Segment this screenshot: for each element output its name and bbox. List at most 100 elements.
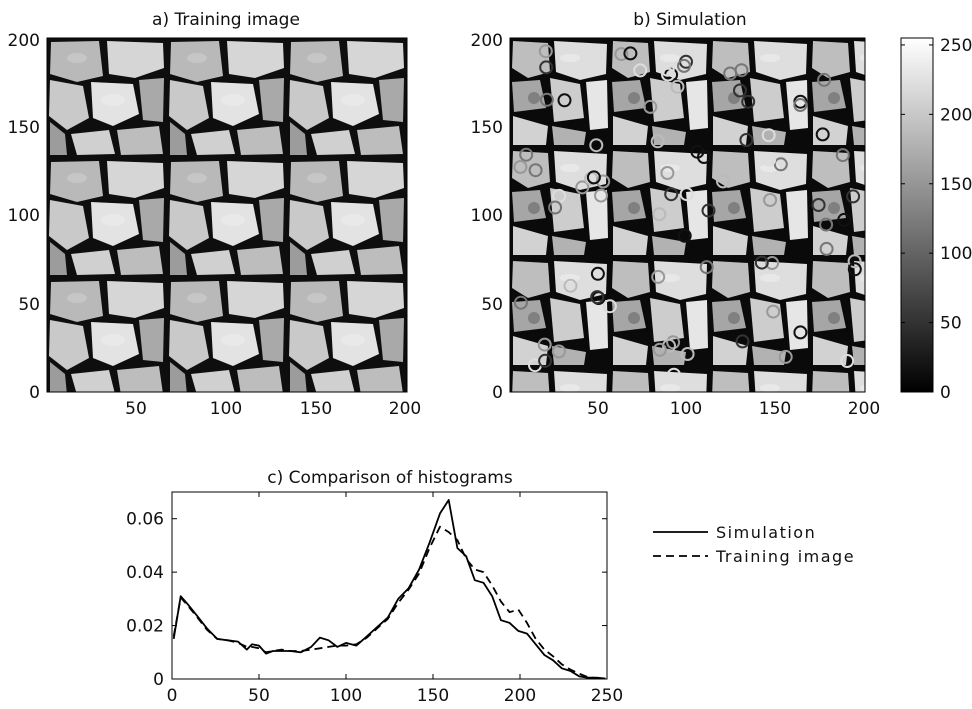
- hist-x-tick-label: 250: [591, 686, 623, 706]
- panel-a-y-tick: 200: [8, 31, 40, 51]
- colorbar-frame: [900, 37, 934, 393]
- conditioning-point-marker: [643, 99, 658, 114]
- conditioning-point-marker: [811, 198, 826, 212]
- conditioning-point-marker: [819, 241, 834, 256]
- conditioning-point-marker: [664, 187, 679, 202]
- panel-a-x-tick: 50: [125, 399, 147, 419]
- panel-a-y-tick: 50: [18, 295, 40, 315]
- colorbar-tick-label: 50: [940, 314, 962, 334]
- conditioning-point-marker: [538, 44, 553, 59]
- conditioning-point-marker: [766, 304, 781, 319]
- conditioning-point-marker: [837, 212, 852, 227]
- conditioning-point-marker: [739, 133, 754, 147]
- conditioning-point-marker: [590, 266, 605, 281]
- conditioning-point-marker: [660, 62, 675, 77]
- conditioning-point-marker: [733, 83, 747, 98]
- panel-a-y-tick: 0: [29, 383, 40, 403]
- legend-label-simulation: Simulation: [716, 523, 816, 542]
- panel-b-y-tick: 100: [471, 206, 503, 226]
- conditioning-point-marker: [690, 144, 705, 159]
- colorbar-tick-label: 100: [940, 244, 972, 264]
- conditioning-point-marker: [846, 189, 861, 204]
- hist-x-tick-label: 200: [504, 686, 536, 706]
- histogram-legend: Simulation Training image: [653, 523, 855, 566]
- panel-b-x-tick: 150: [759, 399, 791, 419]
- conditioning-point-marker: [817, 72, 832, 87]
- conditioning-point-marker: [699, 260, 714, 275]
- conditioning-point-marker: [847, 262, 862, 277]
- conditioning-point-marker: [633, 63, 648, 78]
- conditioning-point-marker: [735, 334, 750, 349]
- panel-a-x-ticks: 50 100 150 200: [125, 399, 421, 419]
- conditioning-point-marker: [840, 354, 855, 368]
- conditioning-point-marker: [548, 200, 563, 215]
- colorbar-tick-label: 250: [940, 36, 972, 56]
- conditioning-point-marker: [815, 127, 830, 142]
- conditioning-point-marker: [835, 148, 850, 163]
- panel-a-y-tick: 100: [8, 206, 40, 226]
- histogram-series: [172, 499, 606, 680]
- conditioning-point-marker: [539, 60, 554, 75]
- conditioning-point-marker: [513, 295, 528, 310]
- conditioning-point-marker: [701, 203, 716, 218]
- conditioning-point-marker: [677, 58, 691, 73]
- conditioning-point-marker: [793, 325, 808, 340]
- legend-label-training-image: Training image: [715, 547, 855, 566]
- colorbar-tick-label: 0: [940, 383, 951, 403]
- conditioning-point-marker: [590, 290, 605, 305]
- histogram-ticks: 0 50 100 150 200 250 0 0.02 0.04 0.06: [126, 492, 623, 706]
- histogram-chart: 0 50 100 150 200 250 0 0.02 0.04 0.06: [126, 491, 623, 706]
- conditioning-point-marker: [793, 98, 808, 112]
- conditioning-point-marker: [670, 79, 685, 94]
- panel-b-title: b) Simulation: [633, 10, 746, 30]
- conditioning-point-marker: [773, 157, 788, 172]
- hist-x-tick-label: 150: [417, 686, 449, 706]
- conditioning-point-marker: [847, 254, 862, 269]
- conditioning-point-marker: [575, 180, 590, 195]
- hist-y-tick-label: 0.04: [126, 563, 164, 583]
- conditioning-point-marker: [762, 152, 777, 167]
- panel-a-x-tick: 200: [389, 399, 421, 419]
- conditioning-point-marker: [741, 94, 756, 109]
- panel-b-y-ticks: 0 50 100 150 200: [471, 31, 503, 403]
- conditioning-point-marker: [763, 193, 778, 207]
- panel-b-x-tick: 200: [848, 399, 880, 419]
- panel-a-x-tick: 100: [210, 399, 242, 419]
- panel-b-x-ticks: 50 100 150 200: [587, 399, 880, 419]
- hist-y-tick-label: 0.02: [126, 617, 164, 637]
- hist-x-tick-label: 0: [167, 686, 178, 706]
- conditioning-point-marker: [677, 228, 692, 243]
- colorbar: 0 50 100 150 200 250: [900, 36, 972, 403]
- training-image: [47, 38, 407, 392]
- conditioning-point-marker: [652, 342, 667, 357]
- panel-b-x-tick: 50: [587, 399, 609, 419]
- panel-b-x-tick: 100: [670, 399, 702, 419]
- conditioning-point-marker: [537, 337, 552, 352]
- conditioning-point-marker: [539, 92, 554, 107]
- conditioning-point-marker: [666, 335, 681, 350]
- conditioning-point-marker: [660, 166, 675, 180]
- conditioning-point-marker: [602, 299, 617, 314]
- conditioning-point-marker: [623, 46, 638, 61]
- conditioning-point-marker: [519, 147, 534, 162]
- conditioning-point-marker: [538, 353, 553, 368]
- colorbar-tick-label: 200: [940, 105, 972, 125]
- conditioning-point-marker: [723, 66, 738, 81]
- conditioning-point-marker: [650, 134, 665, 149]
- conditioning-point-marker: [754, 255, 769, 270]
- conditioning-point-marker: [557, 93, 572, 108]
- colorbar-ticks: 0 50 100 150 200 250: [901, 36, 972, 403]
- conditioning-point-marker: [819, 217, 834, 232]
- panel-b-image: 50 100 150 200 0 50 100 150 200: [471, 31, 881, 419]
- conditioning-point-marker: [666, 367, 681, 382]
- hist-series-training-image: [172, 525, 606, 680]
- panel-a-x-tick: 150: [300, 399, 332, 419]
- panel-b-frame: [509, 37, 866, 393]
- panel-b-y-tick: 150: [471, 118, 503, 138]
- panel-a-title: a) Training image: [152, 10, 300, 30]
- hist-x-tick-label: 50: [248, 686, 270, 706]
- colorbar-gradient: [901, 38, 933, 392]
- conditioning-points: [513, 44, 862, 382]
- conditioning-point-marker: [614, 47, 629, 62]
